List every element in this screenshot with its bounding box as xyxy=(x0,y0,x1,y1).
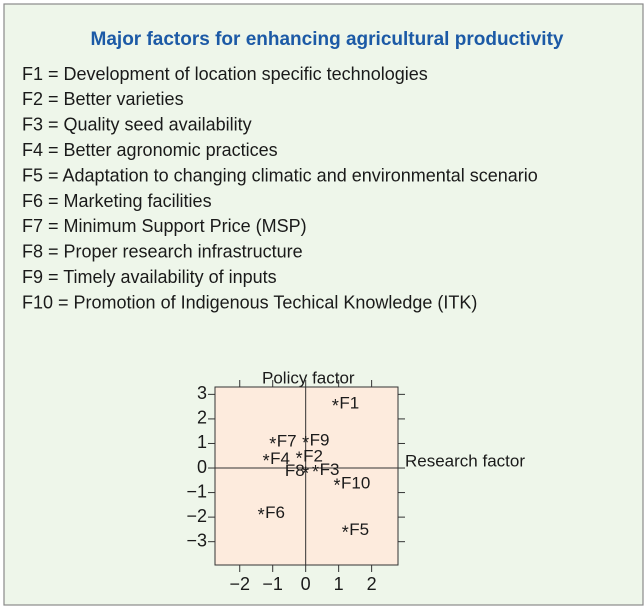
y-axis-label: Policy factor xyxy=(262,368,355,387)
legend-item: F3 = Quality seed availability xyxy=(22,115,252,135)
point: * xyxy=(302,433,309,453)
legend-item: F7 = Minimum Support Price (MSP) xyxy=(22,216,307,236)
y-tick-label: −2 xyxy=(186,506,207,526)
y-tick-label: 1 xyxy=(197,432,207,452)
point-label: F10 xyxy=(341,473,370,492)
point-label: F2 xyxy=(303,446,323,465)
point-label: F7 xyxy=(277,432,297,451)
x-tick-label: 1 xyxy=(334,574,344,594)
y-tick-label: −3 xyxy=(186,530,207,550)
legend-item: F10 = Promotion of Indigenous Techical K… xyxy=(22,292,477,312)
point: * xyxy=(312,462,319,482)
point: * xyxy=(296,449,303,469)
point: * xyxy=(263,451,270,471)
point-label: F5 xyxy=(349,520,369,539)
x-tick-label: 2 xyxy=(367,574,377,594)
legend-item: F2 = Better varieties xyxy=(22,89,184,109)
y-tick-label: 3 xyxy=(197,383,207,403)
legend-item: F1 = Development of location specific te… xyxy=(22,64,428,84)
x-axis-label: Research factor xyxy=(405,451,525,470)
x-tick-label: −2 xyxy=(229,574,250,594)
legend-item: F4 = Better agronomic practices xyxy=(22,140,278,160)
plot-area xyxy=(214,386,399,566)
point: * xyxy=(332,396,339,416)
legend-item: F9 = Timely availability of inputs xyxy=(22,267,277,287)
point-label: F9 xyxy=(310,430,330,449)
point: * xyxy=(333,476,340,496)
y-tick-label: 0 xyxy=(197,457,207,477)
x-tick-label: −1 xyxy=(262,574,283,594)
point: * xyxy=(269,434,276,454)
point-label: F3 xyxy=(320,460,340,479)
chart-title: Major factors for enhancing agricultural… xyxy=(91,29,564,50)
y-tick-label: −1 xyxy=(186,481,207,501)
point-label: F1 xyxy=(339,394,359,413)
point: * xyxy=(342,522,349,542)
legend-item: F6 = Marketing facilities xyxy=(22,191,212,211)
point-label: F8 xyxy=(285,461,305,480)
point: * xyxy=(258,505,265,525)
legend-item: F8 = Proper research infrastructure xyxy=(22,242,303,262)
legend-item: F5 = Adaptation to changing climatic and… xyxy=(22,165,538,185)
point: * xyxy=(302,463,309,483)
point-label: F6 xyxy=(265,503,285,522)
point-label: F4 xyxy=(270,449,290,468)
y-tick-label: 2 xyxy=(197,408,207,428)
x-tick-label: 0 xyxy=(301,574,311,594)
